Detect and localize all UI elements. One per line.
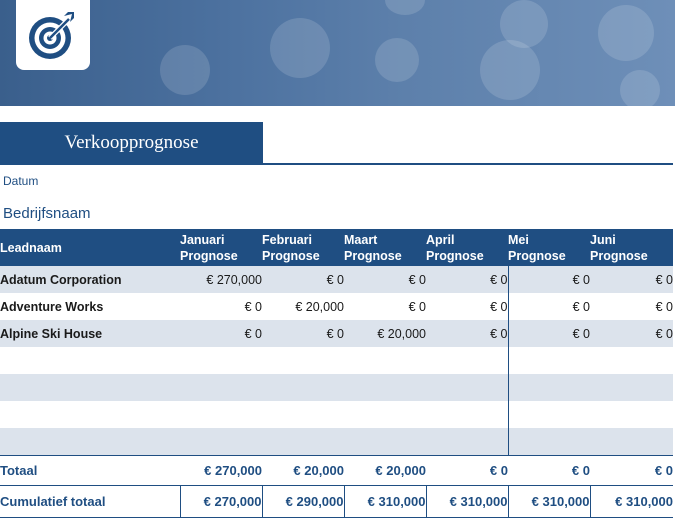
value-cell[interactable]: € 0 [507, 266, 590, 293]
total-label: Totaal [0, 454, 180, 485]
value-cell[interactable] [180, 428, 262, 455]
value-cell[interactable] [344, 347, 426, 374]
value-cell[interactable] [180, 374, 262, 401]
total-value[interactable]: € 0 [508, 454, 590, 485]
value-cell[interactable]: € 0 [180, 293, 262, 320]
date-label[interactable]: Datum [3, 174, 39, 188]
value-cell[interactable] [590, 347, 673, 374]
column-header-february[interactable]: Februari Prognose [262, 229, 344, 266]
lead-name-cell[interactable] [0, 347, 180, 374]
logo [16, 0, 90, 70]
value-cell[interactable]: € 0 [344, 266, 426, 293]
total-value[interactable]: € 270,000 [180, 454, 262, 485]
table-row [0, 401, 673, 428]
table-row: Adatum Corporation € 270,000 € 0 € 0 € 0… [0, 266, 673, 293]
value-cell[interactable] [262, 401, 344, 428]
lead-name-cell[interactable] [0, 374, 180, 401]
value-cell[interactable] [344, 401, 426, 428]
value-cell[interactable] [507, 401, 590, 428]
value-cell[interactable]: € 0 [590, 266, 673, 293]
value-cell[interactable]: € 0 [180, 320, 262, 347]
company-name-label[interactable]: Bedrijfsnaam [3, 205, 91, 222]
cumulative-total-row: Cumulatief totaal € 270,000 € 290,000 € … [0, 484, 673, 518]
value-cell[interactable]: € 0 [507, 293, 590, 320]
column-header-april[interactable]: April Prognose [426, 229, 508, 266]
lead-name-cell[interactable]: Adatum Corporation [0, 266, 180, 293]
value-cell[interactable]: € 270,000 [180, 266, 262, 293]
value-cell[interactable] [180, 401, 262, 428]
lead-name-cell[interactable] [0, 401, 180, 428]
value-cell[interactable] [507, 347, 590, 374]
forecast-table: Leadnaam Januari Prognose Februari Prognos… [0, 229, 673, 518]
column-header-june[interactable]: Juni Prognose [590, 229, 673, 266]
value-cell[interactable] [262, 428, 344, 455]
value-cell[interactable]: € 0 [590, 293, 673, 320]
page-title: Verkoopprognose [64, 132, 199, 153]
lead-name-cell[interactable]: Alpine Ski House [0, 320, 180, 347]
value-cell[interactable]: € 0 [426, 266, 508, 293]
total-value[interactable]: € 0 [426, 454, 508, 485]
column-header-leadname[interactable]: Leadnaam [0, 229, 180, 266]
value-cell[interactable] [590, 428, 673, 455]
total-row: Totaal € 270,000 € 20,000 € 20,000 € 0 €… [0, 454, 673, 485]
table-row [0, 374, 673, 401]
value-cell[interactable] [262, 374, 344, 401]
value-cell[interactable] [180, 347, 262, 374]
value-cell[interactable]: € 0 [262, 320, 344, 347]
cumulative-value[interactable]: € 290,000 [261, 484, 344, 518]
value-cell[interactable]: € 20,000 [262, 293, 344, 320]
value-cell[interactable]: € 0 [507, 320, 590, 347]
table-row [0, 428, 673, 455]
cumulative-value[interactable]: € 310,000 [507, 484, 590, 518]
header-banner [0, 0, 675, 106]
cumulative-value[interactable]: € 270,000 [179, 484, 262, 518]
target-icon [29, 12, 74, 59]
lead-name-cell[interactable] [0, 428, 180, 455]
table-row: Adventure Works € 0 € 20,000 € 0 € 0 € 0… [0, 293, 673, 320]
value-cell[interactable]: € 0 [344, 293, 426, 320]
cumulative-total-label: Cumulatief totaal [0, 484, 180, 518]
cumulative-value[interactable]: € 310,000 [343, 484, 426, 518]
value-cell[interactable] [507, 428, 590, 455]
value-cell[interactable] [590, 374, 673, 401]
total-value[interactable]: € 0 [590, 454, 673, 485]
value-cell[interactable]: € 20,000 [344, 320, 426, 347]
value-cell[interactable] [426, 347, 508, 374]
table-row [0, 347, 673, 374]
total-value[interactable]: € 20,000 [262, 454, 344, 485]
value-cell[interactable] [590, 401, 673, 428]
cumulative-value[interactable]: € 310,000 [589, 484, 673, 518]
value-cell[interactable]: € 0 [262, 266, 344, 293]
value-cell[interactable] [507, 374, 590, 401]
value-cell[interactable] [262, 347, 344, 374]
value-cell[interactable] [426, 428, 508, 455]
value-cell[interactable] [426, 374, 508, 401]
title-bar [0, 122, 263, 164]
value-cell[interactable] [344, 374, 426, 401]
column-header-may[interactable]: Mei Prognose [508, 229, 590, 266]
cumulative-value[interactable]: € 310,000 [425, 484, 508, 518]
table-header-row: Leadnaam Januari Prognose Februari Prognos… [0, 229, 673, 266]
value-cell[interactable] [426, 401, 508, 428]
value-cell[interactable] [344, 428, 426, 455]
value-cell[interactable]: € 0 [426, 320, 508, 347]
table-row: Alpine Ski House € 0 € 0 € 20,000 € 0 € … [0, 320, 673, 347]
lead-name-cell[interactable]: Adventure Works [0, 293, 180, 320]
total-value[interactable]: € 20,000 [344, 454, 426, 485]
column-header-march[interactable]: Maart Prognose [344, 229, 426, 266]
value-cell[interactable]: € 0 [590, 320, 673, 347]
column-header-january[interactable]: Januari Prognose [180, 229, 262, 266]
value-cell[interactable]: € 0 [426, 293, 508, 320]
title-divider [0, 163, 673, 165]
